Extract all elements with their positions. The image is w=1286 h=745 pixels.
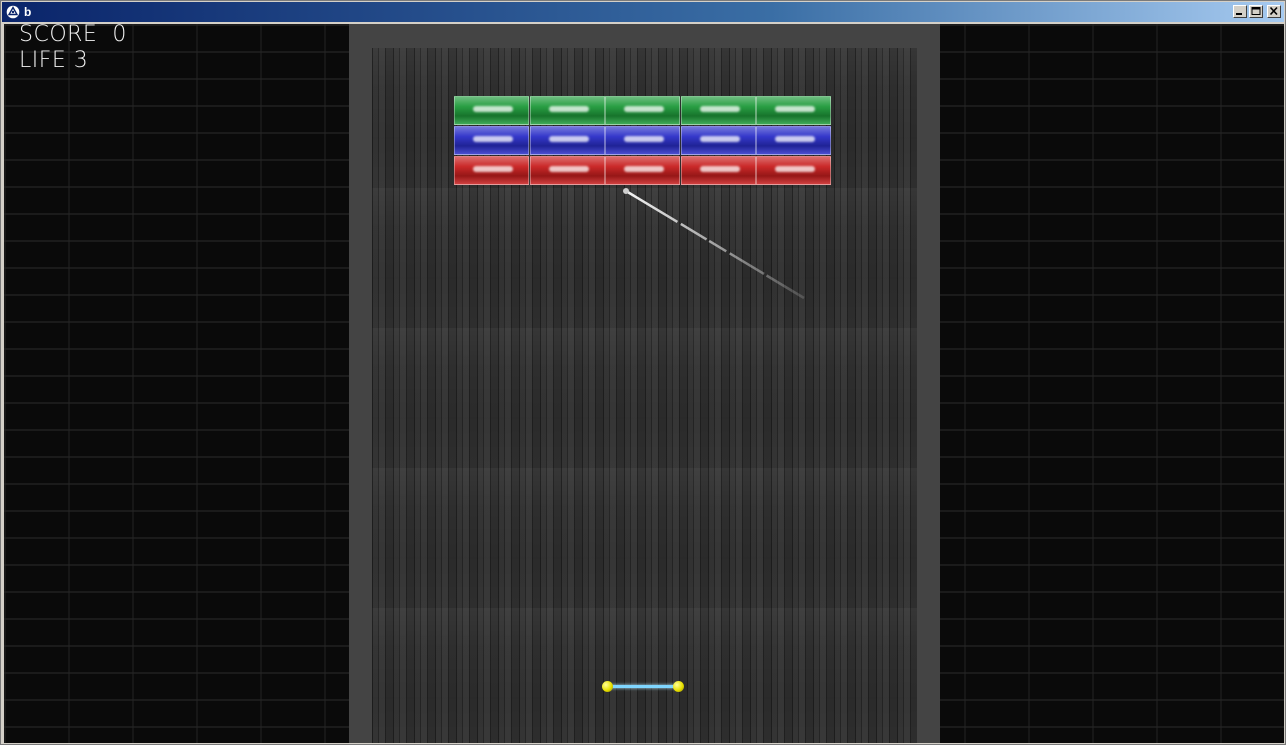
brick bbox=[680, 96, 756, 125]
trail-line bbox=[625, 189, 805, 300]
close-icon bbox=[1269, 6, 1278, 16]
brick-shine bbox=[699, 166, 740, 172]
brick-shine bbox=[624, 166, 664, 172]
brick bbox=[680, 156, 756, 185]
brick bbox=[756, 156, 831, 185]
brick-shine bbox=[548, 106, 589, 112]
game-viewport[interactable]: SCORE 0 LIFE 3 bbox=[4, 24, 1284, 743]
brick bbox=[529, 96, 605, 125]
brick-wall bbox=[454, 96, 832, 186]
brick bbox=[529, 126, 605, 155]
brick bbox=[605, 126, 680, 155]
brick bbox=[454, 156, 529, 185]
paddle-left-cap bbox=[602, 681, 613, 692]
brick-shine bbox=[775, 166, 815, 172]
window-title: b bbox=[24, 5, 32, 19]
brick-shine bbox=[473, 106, 513, 112]
ball-trail bbox=[623, 188, 805, 300]
paddle[interactable] bbox=[602, 680, 684, 694]
brick-shine bbox=[775, 136, 815, 142]
ball bbox=[623, 188, 629, 194]
close-button[interactable] bbox=[1267, 5, 1281, 18]
score-label: SCORE 0 bbox=[19, 24, 127, 47]
brick bbox=[454, 96, 529, 125]
paddle-bar bbox=[608, 685, 678, 688]
playfield bbox=[372, 48, 917, 743]
brick-shine bbox=[473, 166, 513, 172]
brick-shine bbox=[699, 106, 740, 112]
brick-shine bbox=[775, 106, 815, 112]
unity-icon bbox=[6, 5, 20, 19]
brick bbox=[529, 156, 605, 185]
brick bbox=[756, 96, 831, 125]
minimize-icon bbox=[1236, 13, 1242, 15]
brick-shine bbox=[548, 166, 589, 172]
brick bbox=[680, 126, 756, 155]
title-bar[interactable]: b bbox=[2, 2, 1284, 22]
playfield-frame bbox=[349, 24, 940, 743]
brick-shine bbox=[473, 136, 513, 142]
maximize-button[interactable] bbox=[1249, 5, 1263, 18]
brick-shine bbox=[624, 136, 664, 142]
brick-shine bbox=[699, 136, 740, 142]
brick-shine bbox=[624, 106, 664, 112]
brick-shine bbox=[548, 136, 589, 142]
life-label: LIFE 3 bbox=[19, 48, 89, 73]
paddle-right-cap bbox=[673, 681, 684, 692]
minimize-button[interactable] bbox=[1233, 5, 1247, 18]
brick bbox=[605, 96, 680, 125]
brick bbox=[605, 156, 680, 185]
maximize-icon bbox=[1251, 7, 1261, 15]
brick bbox=[454, 126, 529, 155]
brick bbox=[756, 126, 831, 155]
